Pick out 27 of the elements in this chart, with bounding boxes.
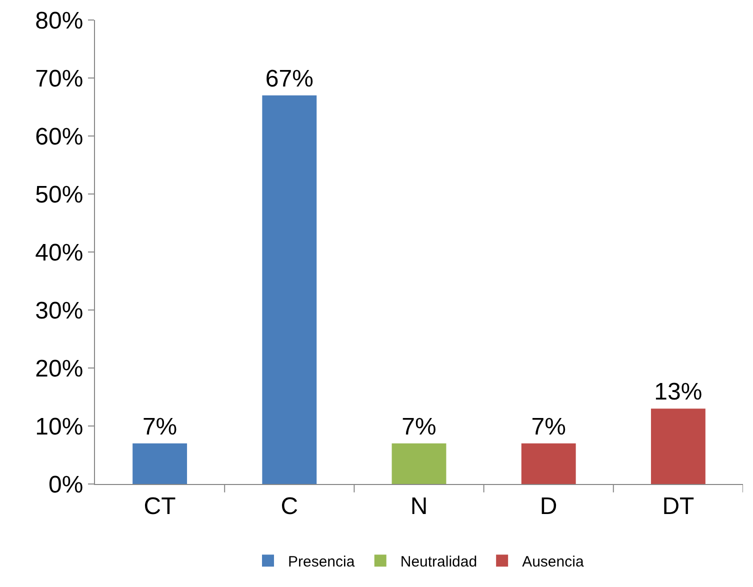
- x-tick-label: DT: [662, 492, 695, 520]
- data-label: 13%: [654, 378, 702, 406]
- bar: [521, 443, 576, 484]
- legend-label: Ausencia: [522, 553, 584, 570]
- x-tick-label: N: [410, 492, 428, 520]
- y-tick-label: 30%: [35, 297, 84, 324]
- y-tick-label: 50%: [35, 181, 84, 208]
- x-tick-label: CT: [144, 492, 176, 520]
- y-tick-label: 10%: [35, 413, 84, 440]
- legend-label: Presencia: [288, 553, 356, 570]
- x-tick-label: C: [280, 492, 298, 520]
- bar: [650, 408, 706, 484]
- data-label: 7%: [142, 413, 178, 440]
- y-tick-label: 40%: [35, 239, 84, 266]
- data-label: 7%: [402, 413, 436, 440]
- y-tick-label: 20%: [35, 355, 84, 382]
- y-tick-label: 60%: [35, 123, 84, 150]
- bar: [392, 443, 446, 484]
- y-tick-label: 80%: [35, 7, 84, 34]
- bar: [132, 443, 188, 484]
- y-tick-label: 70%: [35, 65, 84, 92]
- data-label: 67%: [265, 65, 314, 92]
- legend-label: Neutralidad: [400, 553, 478, 570]
- y-tick-label: 0%: [48, 471, 84, 498]
- x-tick-label: D: [540, 492, 558, 520]
- data-label: 7%: [531, 413, 566, 440]
- bar: [262, 95, 317, 484]
